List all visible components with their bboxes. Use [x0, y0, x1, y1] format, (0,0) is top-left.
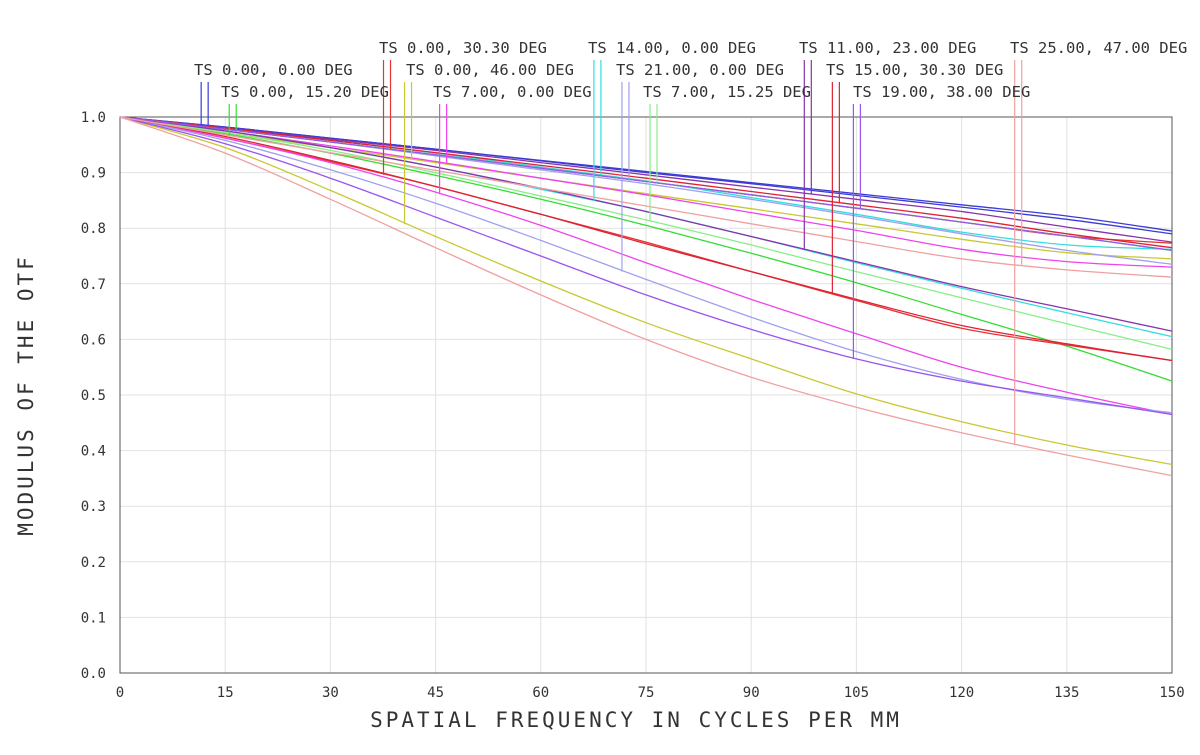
y-tick-label: 0.5 — [81, 388, 106, 404]
x-tick-label: 120 — [949, 685, 974, 701]
y-tick-label: 0.6 — [81, 332, 106, 348]
x-tick-label: 45 — [427, 685, 444, 701]
y-axis-ticks: 0.0 0.1 0.2 0.3 0.4 0.5 0.6 0.7 0.8 0.9 1.0 — [81, 110, 106, 682]
series-line-tangential — [119, 116, 1173, 278]
x-tick-label: 0 — [116, 685, 124, 701]
legend-markers — [200, 60, 1023, 445]
y-tick-label: 0.8 — [81, 221, 106, 237]
y-axis-title: MODULUS OF THE OTF — [14, 254, 38, 536]
series-line-tangential — [119, 116, 1173, 252]
x-tick-label: 15 — [217, 685, 234, 701]
series-line-tangential — [119, 116, 1173, 249]
series-line-sagittal — [119, 116, 1173, 362]
legend-label: TS 0.00, 15.20 DEG — [221, 83, 389, 101]
legend: TS 0.00, 0.00 DEG TS 0.00, 15.20 DEG TS 0.… — [194, 39, 1187, 101]
y-tick-label: 0.1 — [81, 610, 106, 626]
series-line-sagittal — [119, 116, 1173, 466]
y-tick-label: 0.7 — [81, 277, 106, 293]
legend-label: TS 7.00, 0.00 DEG — [433, 83, 592, 101]
series-line-tangential — [119, 116, 1173, 268]
series-line-sagittal — [119, 116, 1173, 332]
x-axis-title: SPATIAL FREQUENCY IN CYCLES PER MM — [370, 708, 902, 732]
y-tick-label: 0.2 — [81, 555, 106, 571]
legend-label: TS 21.00, 0.00 DEG — [616, 61, 784, 79]
legend-label: TS 0.00, 0.00 DEG — [194, 61, 353, 79]
legend-label: TS 25.00, 47.00 DEG — [1010, 39, 1187, 57]
y-tick-label: 0.9 — [81, 166, 106, 182]
legend-label: TS 14.00, 0.00 DEG — [588, 39, 756, 57]
series-line-sagittal — [119, 116, 1173, 416]
x-tick-label: 60 — [532, 685, 549, 701]
x-tick-label: 150 — [1159, 685, 1184, 701]
legend-label: TS 0.00, 46.00 DEG — [406, 61, 574, 79]
x-tick-label: 30 — [322, 685, 339, 701]
y-tick-label: 0.0 — [81, 666, 106, 682]
legend-label: TS 19.00, 38.00 DEG — [853, 83, 1030, 101]
legend-label: TS 7.00, 15.25 DEG — [643, 83, 811, 101]
series-line-tangential — [119, 116, 1173, 243]
y-tick-label: 0.3 — [81, 499, 106, 515]
x-tick-label: 75 — [638, 685, 655, 701]
legend-label: TS 0.00, 30.30 DEG — [379, 39, 547, 57]
plot-frame — [119, 116, 1173, 674]
series-line-sagittal — [119, 116, 1173, 235]
y-tick-label: 0.4 — [81, 444, 106, 460]
series-line-sagittal — [119, 116, 1173, 416]
x-tick-label: 90 — [743, 685, 760, 701]
x-tick-label: 105 — [844, 685, 869, 701]
series-line-sagittal — [119, 116, 1173, 477]
legend-label: TS 11.00, 23.00 DEG — [799, 39, 976, 57]
legend-label: TS 15.00, 30.30 DEG — [826, 61, 1003, 79]
series-lines — [119, 116, 1173, 477]
y-tick-label: 1.0 — [81, 110, 106, 126]
series-line-tangential — [119, 116, 1173, 260]
x-tick-label: 135 — [1054, 685, 1079, 701]
x-axis-ticks: 0 15 30 45 60 75 90 105 120 135 150 — [116, 685, 1185, 701]
series-line-sagittal — [119, 116, 1173, 351]
